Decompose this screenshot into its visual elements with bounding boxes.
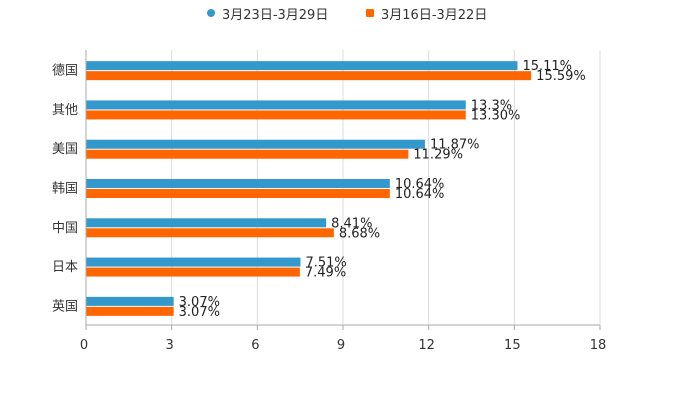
y-tick-label: 其他	[52, 103, 78, 118]
bar-series-1	[86, 257, 301, 267]
bar-series-1	[86, 61, 518, 71]
x-tick-label: 3	[166, 338, 174, 353]
data-label-series-2: 8.68%	[339, 226, 380, 241]
data-labels: 15.11%15.59% 13.3%13.30% 11.87%11.29% 10.64…	[179, 59, 586, 320]
y-tick-label: 韩国	[52, 182, 78, 197]
data-label-series-2: 10.64%	[395, 187, 445, 202]
bar-series-1	[86, 218, 327, 228]
bar-series-2	[86, 228, 334, 238]
bars	[86, 61, 532, 316]
bar-series-2	[86, 267, 300, 277]
data-label-series-1: 3.07%	[179, 295, 220, 310]
bar-series-2	[86, 149, 409, 159]
legend-item-series-2[interactable]: 3月16日-3月22日	[366, 4, 488, 23]
bar-series-1	[86, 179, 390, 188]
data-label-series-2: 3.07%	[179, 305, 220, 320]
data-label-series-1: 13.3%	[471, 98, 512, 113]
data-label-series-1: 10.64%	[395, 177, 445, 192]
legend-item-series-1[interactable]: 3月23日-3月29日	[207, 4, 329, 23]
legend-label-series-2: 3月16日-3月22日	[381, 7, 488, 23]
y-tick-label: 英国	[52, 299, 78, 314]
data-label-series-2: 13.30%	[471, 108, 521, 123]
x-tick-label: 0	[80, 338, 88, 353]
data-label-series-1: 11.87%	[430, 138, 480, 153]
y-tick-label: 德国	[52, 64, 78, 79]
x-tick-label: 9	[337, 338, 345, 353]
bar-series-2	[86, 71, 532, 81]
x-tick-label: 18	[590, 338, 607, 353]
x-tick-label: 12	[418, 338, 435, 353]
legend-marker-series-2	[366, 9, 374, 17]
data-label-series-2: 15.59%	[536, 69, 586, 84]
bar-series-1	[86, 100, 466, 110]
bar-series-1	[86, 296, 174, 306]
y-tick-label: 日本	[52, 260, 78, 275]
data-label-series-1: 7.51%	[305, 256, 346, 271]
data-label-series-2: 11.29%	[413, 148, 463, 163]
x-tick-label: 15	[504, 338, 521, 353]
y-tick-label: 中国	[52, 221, 78, 236]
bar-series-1	[86, 139, 425, 149]
data-label-series-2: 7.49%	[305, 266, 346, 281]
bar-series-2	[86, 189, 390, 198]
y-tick-label: 美国	[52, 142, 78, 157]
data-label-series-1: 15.11%	[522, 59, 572, 74]
legend-label-series-1: 3月23日-3月29日	[222, 7, 329, 23]
data-label-series-1: 8.41%	[331, 216, 372, 231]
legend-marker-series-1	[207, 9, 215, 17]
bar-series-2	[86, 306, 174, 316]
bar-series-2	[86, 110, 466, 120]
x-tick-label: 6	[251, 338, 259, 353]
